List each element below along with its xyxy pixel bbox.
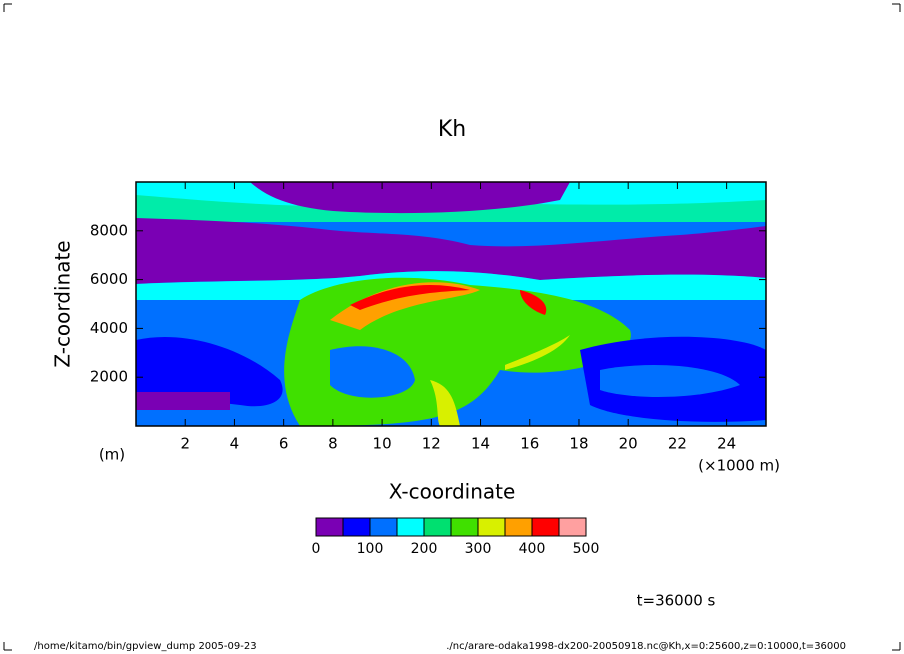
x-tick-label: 22	[668, 435, 687, 453]
colorbar-cell	[315, 517, 344, 537]
y-tick-label: 6000	[90, 270, 128, 288]
colorbar-label: 400	[519, 541, 546, 557]
chart-title: Kh	[438, 117, 466, 142]
y-tick-label: 8000	[90, 221, 128, 239]
contour-field	[136, 182, 766, 426]
x-tick-label: 16	[520, 435, 539, 453]
annotation: t=36000 s	[637, 592, 716, 610]
x-axis-label: X-coordinate	[389, 480, 516, 504]
x-tick-label: 10	[373, 435, 392, 453]
x-tick-label: 14	[471, 435, 490, 453]
x-tick-label: 6	[279, 435, 289, 453]
footer-left: /home/kitamo/bin/gpview_dump 2005-09-23	[34, 641, 257, 652]
colorbar-cell	[342, 517, 371, 537]
plot-frame	[135, 181, 767, 427]
colorbar-label: 500	[573, 541, 600, 557]
colorbar-label: 200	[411, 541, 438, 557]
x-tick-label: 2	[180, 435, 190, 453]
colorbar-cell	[369, 517, 398, 537]
colorbar-label: 0	[312, 541, 321, 557]
colorbar-label: 100	[357, 541, 384, 557]
x-tick-label: 24	[717, 435, 736, 453]
x-unit: (×1000 m)	[698, 457, 780, 475]
y-axis-label: Z-coordinate	[51, 240, 75, 367]
x-tick-label: 12	[422, 435, 441, 453]
x-tick-label: 20	[619, 435, 638, 453]
colorbar-cell	[477, 517, 506, 537]
footer-right: ./nc/arare-odaka1998-dx200-20050918.nc@K…	[446, 641, 846, 652]
x-tick-label: 8	[328, 435, 338, 453]
y-unit: (m)	[99, 446, 125, 464]
colorbar-cell	[558, 517, 587, 537]
colorbar-cell	[396, 517, 425, 537]
colorbar-label: 300	[465, 541, 492, 557]
corner-marks	[3, 3, 901, 651]
colorbar-cell	[504, 517, 533, 537]
colorbar-cell	[423, 517, 452, 537]
colorbar-cell	[531, 517, 560, 537]
y-tick-label: 4000	[90, 319, 128, 337]
y-tick-label: 2000	[90, 368, 128, 386]
x-tick-label: 4	[230, 435, 240, 453]
colorbar-cell	[450, 517, 479, 537]
x-tick-label: 18	[569, 435, 588, 453]
